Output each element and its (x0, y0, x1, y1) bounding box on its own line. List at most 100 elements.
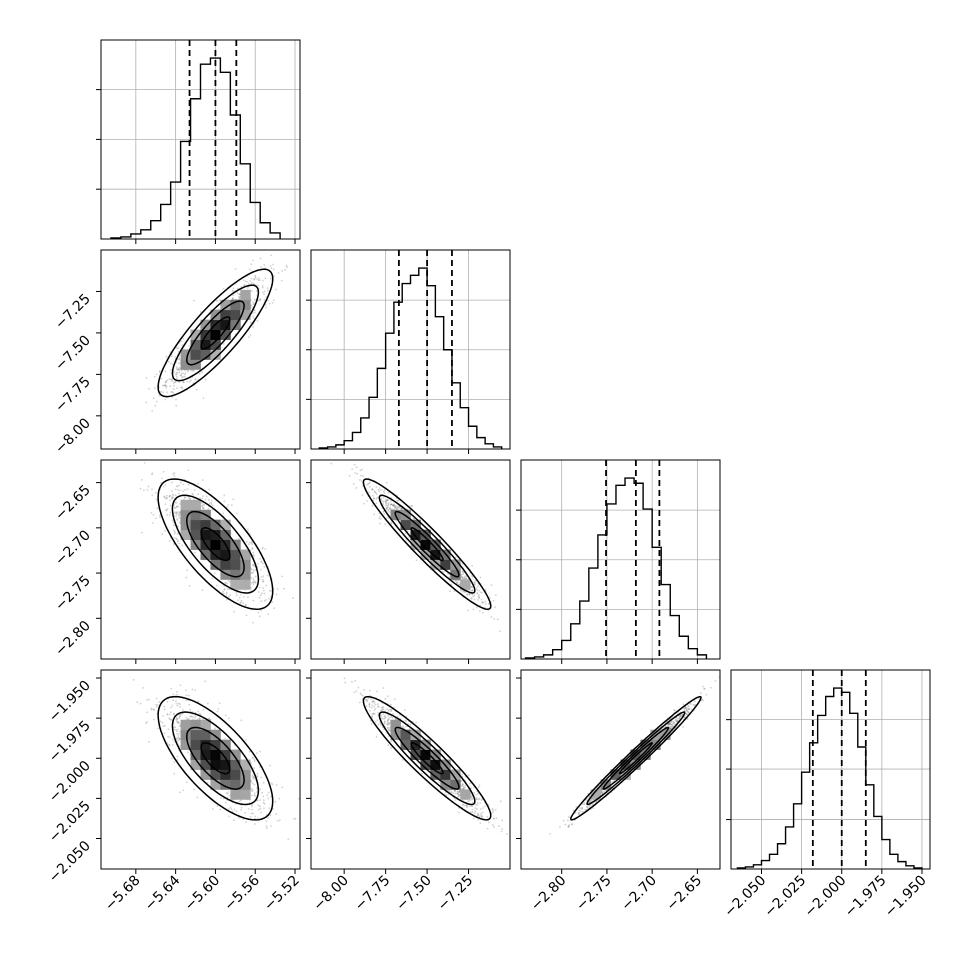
scatter-point (385, 708, 388, 711)
scatter-point (390, 503, 393, 506)
x-tick-label: −5.60 (182, 873, 224, 915)
scatter-point (263, 293, 265, 296)
scatter-point (166, 379, 169, 382)
scatter-point (454, 579, 457, 582)
scatter-point (175, 506, 178, 509)
density-cell (400, 739, 411, 750)
scatter-point (385, 503, 388, 505)
scatter-point (672, 721, 675, 724)
scatter-point (175, 373, 178, 376)
density-cell (410, 539, 421, 550)
scatter-point (368, 703, 371, 706)
scatter-point (255, 290, 258, 293)
scatter-point (192, 369, 194, 372)
scatter-point (464, 575, 466, 578)
scatter-point (249, 334, 252, 336)
scatter-point (156, 704, 159, 707)
scatter-point (169, 495, 172, 497)
scatter-point (686, 717, 689, 720)
scatter-point (386, 723, 389, 726)
scatter-point (250, 576, 253, 579)
scatter-point (189, 715, 191, 718)
scatter-point (415, 721, 418, 724)
scatter-point (176, 485, 179, 488)
density-cell (190, 339, 201, 350)
scatter-point (179, 503, 181, 505)
scatter-point (224, 801, 227, 804)
scatter-point (381, 499, 384, 502)
histogram-bin (874, 816, 882, 869)
scatter-point (460, 785, 463, 787)
scatter-point (175, 716, 178, 719)
y-tick-label: −8.00 (52, 415, 94, 457)
density-cell (210, 519, 221, 531)
scatter-point (395, 508, 398, 511)
histogram-bin (616, 485, 625, 659)
scatter-point (390, 521, 393, 524)
scatter-point (676, 720, 678, 723)
density-cell (200, 729, 211, 741)
scatter-point (461, 803, 464, 806)
scatter-point (375, 497, 378, 500)
scatter-point (238, 816, 240, 819)
scatter-point (251, 571, 254, 574)
scatter-point (185, 716, 188, 719)
scatter-point (180, 374, 183, 377)
scatter-point (366, 699, 369, 702)
scatter-point (397, 506, 400, 509)
scatter-point (372, 494, 375, 497)
scatter-point (375, 502, 378, 505)
density-cell (220, 329, 231, 340)
scatter-point (243, 284, 246, 287)
scatter-point (387, 728, 390, 731)
scatter-point (272, 263, 274, 266)
scatter-point (231, 297, 234, 299)
scatter-point (177, 346, 180, 349)
scatter-point (251, 315, 254, 318)
scatter-point (269, 595, 272, 598)
scatter-point (193, 299, 195, 302)
scatter-point (382, 500, 385, 503)
scatter-point (367, 491, 370, 494)
scatter-point (462, 787, 465, 790)
scatter-point (613, 779, 615, 782)
scatter-point (270, 254, 273, 257)
scatter-point (254, 815, 257, 818)
scatter-point (392, 504, 394, 507)
scatter-point (177, 702, 180, 705)
scatter-point (240, 599, 243, 602)
scatter-point (202, 507, 205, 510)
histogram-bin (882, 840, 890, 869)
scatter-point (180, 369, 183, 372)
scatter-point (395, 507, 398, 510)
scatter-point (171, 496, 174, 499)
scatter-point (170, 706, 172, 709)
scatter-point (703, 687, 706, 690)
scatter-point (164, 384, 167, 387)
density-cell (230, 569, 241, 580)
scatter-point (260, 600, 263, 603)
scatter-point (163, 495, 166, 498)
scatter-point (442, 571, 445, 573)
scatter-point (384, 697, 387, 700)
scatter-point (386, 722, 389, 724)
scatter-point (240, 285, 243, 288)
scatter-point (683, 708, 686, 711)
scatter-point (261, 547, 264, 550)
scatter-point (484, 588, 487, 591)
scatter-point (165, 497, 167, 500)
scatter-point (232, 298, 235, 300)
contour-level-1 (410, 742, 444, 775)
scatter-point (589, 799, 592, 802)
scatter-point (173, 371, 176, 373)
density-cell (410, 529, 421, 540)
scatter-point (230, 807, 233, 810)
scatter-point (171, 497, 174, 500)
scatter-point (168, 494, 171, 497)
scatter-point (198, 718, 201, 720)
scatter-point (446, 789, 449, 792)
scatter-point (665, 725, 667, 728)
scatter-point (461, 784, 464, 787)
scatter-point (283, 587, 285, 590)
scatter-point (259, 609, 262, 612)
